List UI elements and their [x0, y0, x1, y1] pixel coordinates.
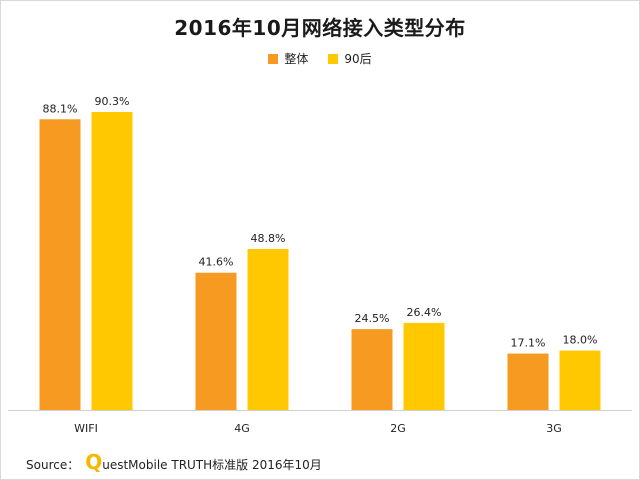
data-label-4g-series-1: 41.6%: [199, 256, 234, 269]
questmobile-logo-letter: Q: [85, 450, 103, 474]
x-tick-label-wifi: WIFI: [74, 422, 98, 435]
bar-3g-series-2: [559, 350, 601, 410]
data-label-3g-series-2: 18.0%: [563, 334, 598, 347]
bar-2g-series-2: [403, 322, 445, 410]
data-label-3g-series-1: 17.1%: [511, 337, 546, 350]
bar-3g-series-1: [507, 353, 549, 410]
bar-wifi-series-1: [39, 119, 81, 411]
legend-swatch-post90: [328, 53, 339, 64]
data-label-wifi-series-2: 90.3%: [95, 95, 130, 108]
legend-item-overall: 整体: [268, 50, 308, 67]
legend-swatch-overall: [268, 53, 279, 64]
bar-2g-series-1: [351, 329, 393, 410]
bar-4g-series-1: [195, 272, 237, 410]
x-tick-label-4g: 4G: [234, 422, 250, 435]
legend-item-post90: 90后: [328, 50, 372, 67]
data-label-2g-series-1: 24.5%: [355, 312, 390, 325]
legend-label-post90: 90后: [344, 52, 372, 66]
source-text: uestMobile TRUTH标准版 2016年10月: [102, 458, 322, 472]
source-prefix: Source：: [26, 458, 80, 472]
bar-4g-series-2: [247, 248, 289, 410]
legend-label-overall: 整体: [284, 52, 309, 66]
x-tick-label-2g: 2G: [390, 422, 406, 435]
data-label-2g-series-2: 26.4%: [407, 306, 442, 319]
data-label-4g-series-2: 48.8%: [251, 232, 286, 245]
source-note: Source： Q uestMobile TRUTH标准版 2016年10月: [26, 452, 322, 473]
chart-title: 2016年10月网络接入类型分布: [174, 16, 466, 40]
bar-wifi-series-2: [91, 112, 133, 410]
x-tick-label-3g: 3G: [546, 422, 562, 435]
data-label-wifi-series-1: 88.1%: [43, 102, 78, 115]
chart-legend: 整体 90后: [0, 50, 640, 67]
